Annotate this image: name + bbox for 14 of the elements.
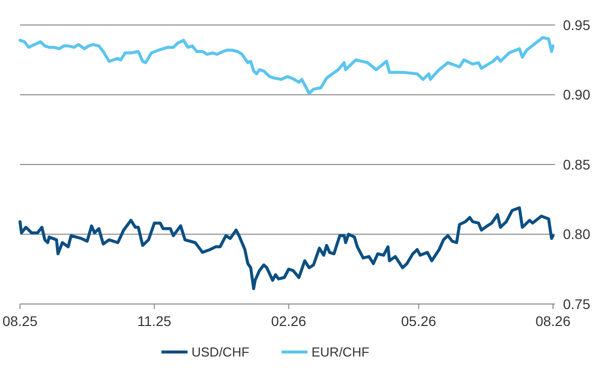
y-tick-label: 0.80 — [563, 226, 590, 242]
line-series — [18, 36, 554, 95]
y-tick-label: 0.90 — [563, 86, 590, 103]
y-tick-label: 0.95 — [563, 16, 590, 33]
y-tick-label: 0.75 — [563, 296, 590, 312]
x-tick-label: 05.26 — [401, 313, 436, 329]
x-tick-label: 02.26 — [271, 313, 306, 329]
y-tick-label: 0.85 — [563, 156, 590, 172]
legend-label: USD/CHF — [192, 344, 250, 360]
x-tick-label: 08.26 — [535, 313, 571, 329]
x-tick-label: 11.25 — [137, 313, 172, 329]
line-series — [18, 206, 554, 290]
x-tick-label: 08.25 — [2, 313, 38, 329]
legend-label: EUR/CHF — [312, 344, 370, 360]
